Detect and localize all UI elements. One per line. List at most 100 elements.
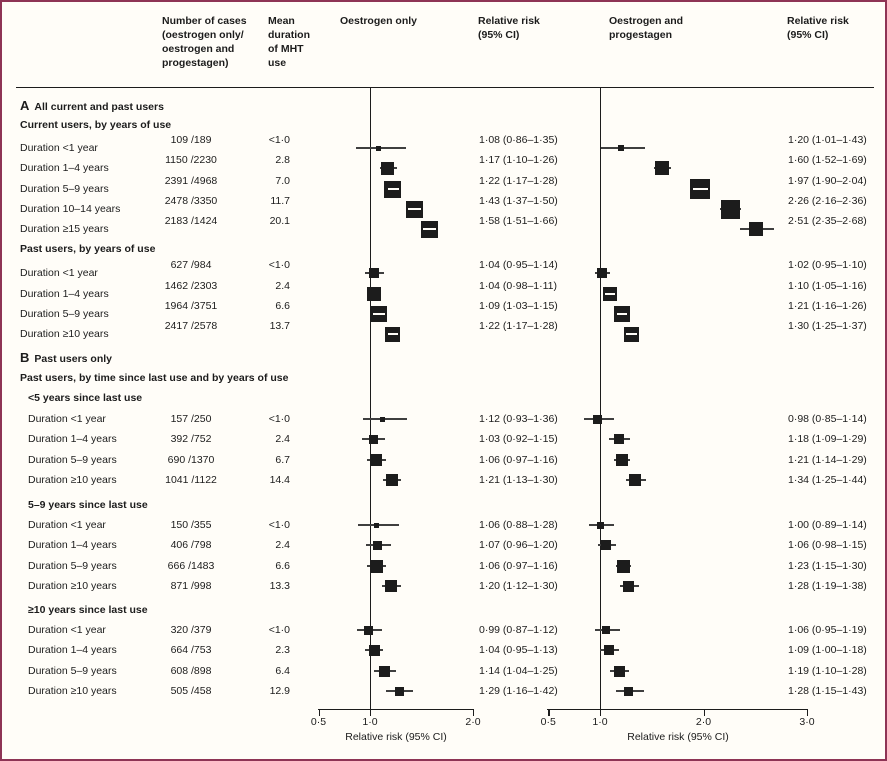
rr-ci-text: 1·06 (0·88–1·28) bbox=[479, 519, 558, 531]
x-axis-tick-label: 0·5 bbox=[310, 716, 327, 728]
column-header-duration-line: use bbox=[268, 57, 287, 69]
rr-ci-text: 1·03 (0·92–1·15) bbox=[479, 433, 558, 445]
row-label: Duration 1–4 years bbox=[28, 433, 117, 445]
forest-marker bbox=[372, 540, 382, 550]
column-header-cases-line: oestrogen and bbox=[162, 43, 235, 55]
column-header-cases-line: Number of cases bbox=[162, 15, 247, 27]
row-label: Duration 5–9 years bbox=[28, 665, 117, 677]
rr-ci-text: 1·06 (0·95–1·19) bbox=[788, 624, 867, 636]
cases-value: 505 /458 bbox=[170, 685, 212, 697]
rr-ci-text: 1·22 (1·17–1·28) bbox=[479, 175, 558, 187]
rr-ci-text: 1·23 (1·15–1·30) bbox=[788, 560, 867, 572]
x-axis-tick bbox=[473, 709, 475, 716]
row-label: Duration 5–9 years bbox=[28, 560, 117, 572]
duration-value: 2.8 bbox=[275, 154, 290, 166]
rr-ci-text: 1·10 (1·05–1·16) bbox=[788, 280, 867, 292]
cases-value: 1041 /1122 bbox=[165, 474, 217, 486]
axis-label-left: Relative risk (95% CI) bbox=[345, 731, 447, 743]
duration-value: <1·0 bbox=[268, 519, 290, 531]
cases-value: 627 /984 bbox=[170, 259, 212, 271]
forest-marker bbox=[370, 454, 383, 466]
duration-value: 6.6 bbox=[275, 300, 290, 312]
forest-marker bbox=[375, 145, 381, 151]
ci-line bbox=[355, 147, 407, 149]
duration-value: 6.7 bbox=[275, 454, 290, 466]
forest-marker bbox=[384, 580, 397, 592]
cases-value: 2391 /4968 bbox=[164, 175, 218, 187]
rr-ci-text: 1·06 (0·97–1·16) bbox=[479, 560, 558, 572]
forest-marker bbox=[368, 644, 380, 656]
duration-value: 13.3 bbox=[269, 580, 290, 592]
duration-value: 2.4 bbox=[275, 433, 290, 445]
duration-value: <1·0 bbox=[268, 413, 290, 425]
cases-value: 157 /250 bbox=[170, 413, 212, 425]
forest-marker bbox=[368, 434, 378, 444]
column-header-relative-risk-right: Relative risk (95% CI) bbox=[787, 14, 849, 42]
row-label: Duration 1–4 years bbox=[20, 162, 109, 174]
section-header: B Past users only bbox=[20, 350, 112, 367]
forest-marker bbox=[367, 287, 382, 301]
x-axis-tick bbox=[600, 709, 602, 716]
duration-value: 20.1 bbox=[269, 215, 290, 227]
rr-ci-text: 1·06 (0·97–1·16) bbox=[479, 454, 558, 466]
rr-ci-text: 1·21 (1·14–1·29) bbox=[788, 454, 867, 466]
duration-value: 2.3 bbox=[275, 644, 290, 656]
row-label: Duration 5–9 years bbox=[20, 183, 109, 195]
cases-value: 664 /753 bbox=[170, 644, 212, 656]
rr-ci-text: 1·12 (0·93–1·36) bbox=[479, 413, 558, 425]
rr-ci-text: 1·58 (1·51–1·66) bbox=[479, 215, 558, 227]
row-label: Duration 1–4 years bbox=[28, 644, 117, 656]
forest-marker bbox=[655, 161, 670, 175]
column-header-cases-line: (oestrogen only/ bbox=[162, 29, 244, 41]
ci-line-inside-marker bbox=[408, 208, 421, 210]
forest-marker bbox=[596, 521, 604, 529]
rr-ci-text: 1·28 (1·15–1·43) bbox=[788, 685, 867, 697]
column-header-cases: Number of cases (oestrogen only/ oestrog… bbox=[162, 14, 247, 70]
ci-line-inside-marker bbox=[616, 313, 627, 315]
x-axis-tick-label: 2·0 bbox=[465, 716, 481, 728]
row-label: Duration <1 year bbox=[28, 624, 106, 636]
x-axis-tick-label: 2·0 bbox=[695, 716, 712, 728]
forest-marker bbox=[614, 665, 626, 677]
ci-line-inside-marker bbox=[423, 228, 437, 230]
cases-value: 2417 /2578 bbox=[164, 320, 218, 332]
rr-ci-text: 1·30 (1·25–1·37) bbox=[788, 320, 867, 332]
row-label: Duration <1 year bbox=[28, 519, 106, 531]
section-title: Past users only bbox=[34, 353, 113, 365]
forest-marker bbox=[749, 222, 764, 236]
column-header-oestrogen-progestagen-line: Oestrogen and bbox=[609, 15, 684, 27]
duration-value: 6.6 bbox=[275, 560, 290, 572]
header-divider-rule bbox=[16, 87, 874, 89]
row-label: Duration 10–14 years bbox=[20, 203, 121, 215]
column-header-rr-left-line: Relative risk bbox=[478, 15, 540, 27]
rr-ci-text: 1·20 (1·01–1·43) bbox=[788, 134, 867, 146]
duration-value: 2.4 bbox=[275, 280, 290, 292]
rr-ci-text: 1·00 (0·89–1·14) bbox=[788, 519, 867, 531]
forest-marker bbox=[623, 580, 635, 592]
rr-ci-text: 2·51 (2·35–2·68) bbox=[788, 215, 867, 227]
group-header: <5 years since last use bbox=[28, 392, 143, 404]
group-header: 5–9 years since last use bbox=[28, 499, 148, 511]
forest-marker bbox=[381, 161, 394, 175]
x-axis-tick-label: 3·0 bbox=[799, 716, 815, 728]
x-axis-tick bbox=[548, 709, 550, 716]
rr-ci-text: 1·21 (1·13–1·30) bbox=[479, 474, 558, 486]
ci-line-inside-marker bbox=[387, 188, 399, 190]
forest-marker bbox=[369, 268, 380, 278]
rr-ci-text: 1·43 (1·37–1·50) bbox=[479, 195, 558, 207]
row-label: Duration ≥15 years bbox=[20, 223, 109, 235]
forest-marker bbox=[601, 540, 612, 550]
cases-value: 392 /752 bbox=[170, 433, 212, 445]
cases-value: 406 /798 bbox=[170, 539, 212, 551]
rr-ci-text: 1·20 (1·12–1·30) bbox=[479, 580, 558, 592]
row-label: Duration 1–4 years bbox=[28, 539, 117, 551]
row-label: Duration ≥10 years bbox=[20, 328, 109, 340]
group-header: Current users, by years of use bbox=[20, 119, 172, 131]
forest-marker bbox=[604, 645, 615, 655]
column-header-rr-left-line: (95% CI) bbox=[478, 29, 520, 41]
x-axis-tick-label: 1·0 bbox=[592, 716, 608, 728]
ci-line-inside-marker bbox=[625, 333, 637, 335]
rr-ci-text: 1·08 (0·86–1·35) bbox=[479, 134, 558, 146]
forest-marker bbox=[617, 559, 631, 573]
